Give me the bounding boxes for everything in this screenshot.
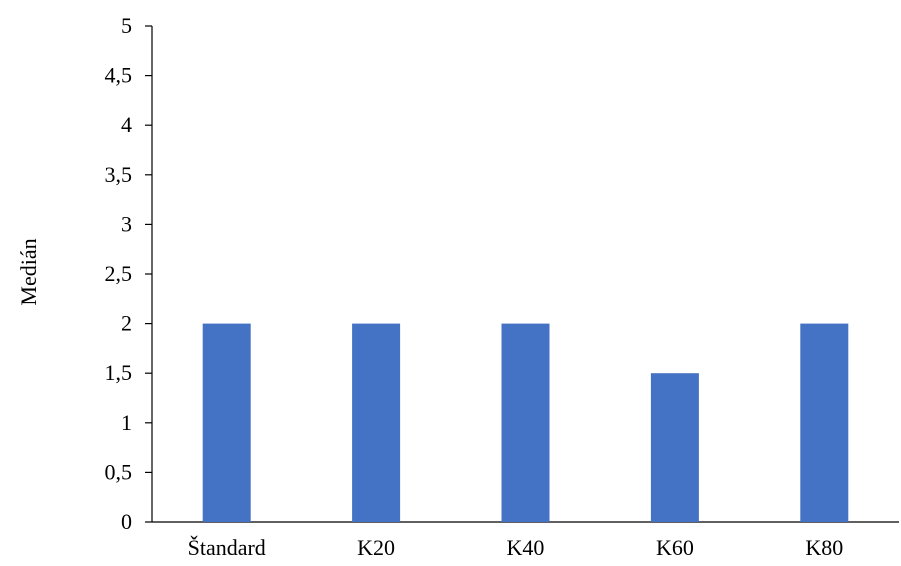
y-tick-label: 1: [121, 410, 132, 435]
y-tick-label: 0: [121, 509, 132, 534]
y-axis-title: Medián: [16, 238, 41, 305]
x-tick-label: K20: [357, 535, 395, 560]
x-axis: Štandard K20 K40 K60 K80: [152, 521, 899, 560]
x-tick-label: Štandard: [188, 535, 266, 560]
y-tick-label: 2,5: [105, 261, 133, 286]
y-tick-label: 4: [121, 112, 132, 137]
x-tick-label: K80: [805, 535, 843, 560]
y-tick-label: 1,5: [105, 360, 133, 385]
bar-0: [202, 323, 251, 522]
bar-1: [352, 323, 401, 522]
bar-2: [501, 323, 550, 522]
y-axis: 0 0,5 1 1,5 2 2,5 3 3,5 4 4,5 5: [105, 13, 153, 534]
y-tick-label: 2: [121, 311, 132, 336]
y-tick-label: 3: [121, 211, 132, 236]
y-tick-label: 3,5: [105, 162, 133, 187]
bars: [202, 323, 849, 522]
bar-3: [650, 373, 699, 522]
y-tick-label: 0,5: [105, 459, 133, 484]
x-tick-label: K40: [507, 535, 545, 560]
x-tick-label: K60: [656, 535, 694, 560]
y-tick-label: 4,5: [105, 63, 133, 88]
bar-4: [800, 323, 849, 522]
y-tick-label: 5: [121, 13, 132, 38]
